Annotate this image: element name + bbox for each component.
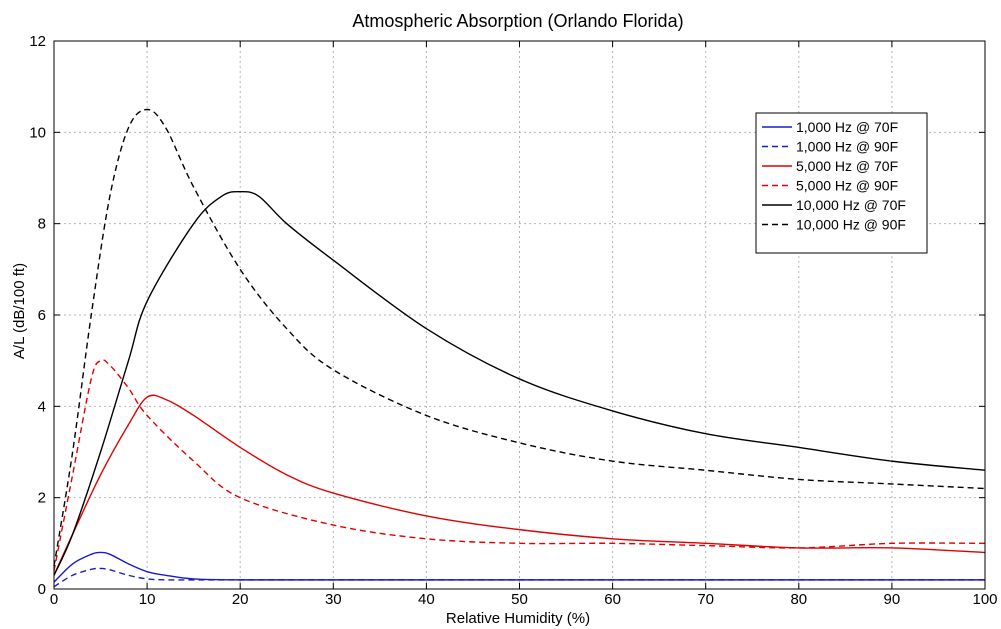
- y-axis-title: A/L (dB/100 ft): [11, 263, 28, 359]
- tick-labels: 0 10 20 30 40 50 60 70 80 90 100 0 2 4 6 8 10 12: [29, 33, 997, 608]
- y-tick-label: 4: [38, 398, 46, 415]
- x-tick-label: 60: [604, 591, 621, 608]
- legend-label: 1,000 Hz @ 70F: [796, 119, 898, 135]
- series-line-2: [53, 567, 985, 588]
- series-line-6: [53, 108, 986, 567]
- x-tick-label: 30: [325, 591, 342, 608]
- legend-label: 5,000 Hz @ 90F: [796, 178, 898, 194]
- x-tick-label: 20: [232, 591, 249, 608]
- legend-label: 5,000 Hz @ 70F: [796, 158, 898, 174]
- x-tick-label: 100: [972, 591, 997, 608]
- x-tick-label: 40: [418, 591, 435, 608]
- legend-box: [755, 112, 928, 254]
- series-line-3: [53, 394, 986, 576]
- x-tick-label: 0: [50, 591, 58, 608]
- y-tick-label: 8: [38, 216, 46, 233]
- legend-label: 10,000 Hz @ 70F: [796, 197, 906, 213]
- plot-area-frame: [53, 40, 986, 590]
- legend-label: 10,000 Hz @ 90F: [796, 217, 906, 233]
- x-tick-label: 50: [511, 591, 528, 608]
- series-group: [53, 108, 986, 588]
- y-tick-label: 10: [29, 124, 46, 141]
- x-tick-label: 70: [697, 591, 714, 608]
- y-tick-label: 12: [29, 33, 46, 50]
- x-axis-title: Relative Humidity (%): [446, 610, 590, 627]
- series-line-4: [53, 359, 986, 571]
- legend: 1,000 Hz @ 70F 1,000 Hz @ 90F 5,000 Hz @ 7…: [755, 112, 928, 254]
- chart-title: Atmospheric Absorption (Orlando Florida): [352, 11, 683, 31]
- y-tick-label: 6: [38, 307, 46, 324]
- series-line-5: [53, 190, 986, 576]
- y-tick-label: 0: [38, 581, 46, 598]
- x-tick-label: 80: [790, 591, 807, 608]
- legend-label: 1,000 Hz @ 90F: [796, 139, 898, 155]
- x-tick-label: 10: [139, 591, 156, 608]
- x-tick-label: 90: [884, 591, 901, 608]
- y-tick-label: 2: [38, 490, 46, 507]
